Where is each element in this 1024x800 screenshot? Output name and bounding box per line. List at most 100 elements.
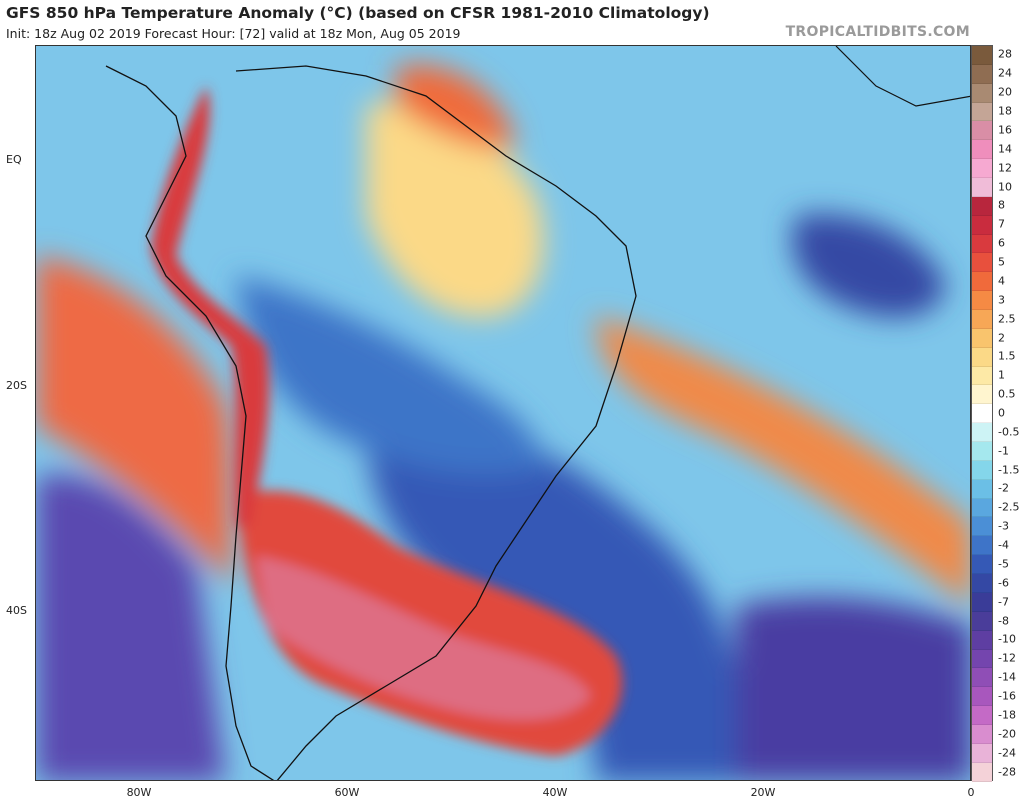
colorbar-label: -6 (998, 576, 1009, 590)
colorbar-swatch (972, 178, 992, 197)
colorbar-label: -2 (998, 481, 1009, 495)
colorbar-label: 16 (998, 123, 1012, 137)
cold-anomaly-east (792, 214, 946, 318)
colorbar-label: 4 (998, 274, 1005, 288)
colorbar-label: -20 (998, 727, 1016, 741)
colorbar-swatch (972, 611, 992, 631)
colorbar-swatch (972, 310, 992, 329)
colorbar-swatch (972, 291, 992, 311)
warm-anomaly-north (366, 100, 544, 318)
colorbar (971, 45, 993, 782)
colorbar-swatch (972, 140, 992, 160)
warm-core-north (396, 64, 516, 149)
forecast-subtitle: Init: 18z Aug 02 2019 Forecast Hour: [72… (6, 26, 461, 41)
colorbar-swatch (972, 102, 992, 122)
colorbar-swatch (972, 442, 992, 461)
colorbar-swatch (972, 234, 992, 254)
cold-anomaly-brazil (236, 276, 546, 475)
colorbar-swatch (972, 423, 992, 443)
colorbar-label: 2 (998, 331, 1005, 344)
colorbar-swatch (972, 328, 992, 348)
colorbar-swatch (972, 215, 992, 235)
colorbar-label: -28 (998, 765, 1016, 779)
colorbar-swatch (972, 404, 992, 424)
colorbar-swatch (972, 121, 992, 141)
colorbar-label: -16 (998, 689, 1016, 703)
west-coastline (105, 65, 275, 780)
colorbar-label: 14 (998, 142, 1012, 156)
colorbar-swatch (972, 479, 992, 499)
colorbar-swatch (972, 253, 992, 273)
east-coastline (235, 65, 637, 780)
lat-tick-eq: EQ (6, 153, 22, 166)
lon-tick-20w: 20W (750, 786, 776, 799)
lon-tick-60w: 60W (334, 786, 360, 799)
colorbar-label: 3 (998, 293, 1005, 307)
colorbar-label: -0.5 (998, 425, 1020, 439)
colorbar-swatch (972, 668, 992, 688)
colorbar-swatch (972, 649, 992, 669)
lon-tick-0: 0 (967, 786, 975, 799)
colorbar-swatch (972, 196, 992, 216)
colorbar-label: -1.5 (998, 463, 1020, 477)
colorbar-swatch (972, 46, 992, 65)
warm-ridge-andes (151, 86, 270, 526)
colorbar-swatch (972, 630, 992, 650)
colorbar-label: 1.5 (998, 349, 1016, 363)
africa-coastline (835, 46, 970, 107)
lat-tick-40s: 40S (6, 604, 27, 617)
colorbar-label: -4 (998, 538, 1009, 552)
colorbar-swatch (972, 498, 992, 518)
colorbar-label: 8 (998, 198, 1005, 212)
colorbar-label: 1 (998, 368, 1005, 382)
colorbar-label: -3 (998, 519, 1009, 533)
warm-core-patagonia (256, 556, 591, 720)
colorbar-label: 5 (998, 255, 1005, 269)
colorbar-swatch (972, 574, 992, 593)
colorbar-swatch (972, 555, 992, 575)
colorbar-label: 18 (998, 104, 1012, 118)
colorbar-label: 7 (998, 217, 1005, 231)
colorbar-swatch (972, 272, 992, 292)
colorbar-swatch (972, 517, 992, 537)
warm-anomaly-pacific (36, 256, 236, 586)
colorbar-label: -7 (998, 595, 1009, 609)
cold-anomaly-s-atlantic (366, 420, 742, 780)
colorbar-label: 0.5 (998, 387, 1016, 401)
colorbar-label: 2.5 (998, 312, 1016, 326)
colorbar-swatch (972, 592, 992, 612)
anomaly-field (36, 46, 970, 780)
colorbar-label: 28 (998, 47, 1012, 61)
colorbar-swatch (972, 687, 992, 707)
colorbar-swatch (972, 724, 992, 744)
colorbar-swatch (972, 762, 992, 782)
colorbar-label: -8 (998, 614, 1009, 628)
brand-watermark[interactable]: TROPICALTIDBITS.COM (785, 24, 970, 40)
colorbar-label: 0 (998, 406, 1005, 420)
colorbar-label: -14 (998, 670, 1016, 684)
colorbar-label: -12 (998, 651, 1016, 665)
cold-anomaly-sw (36, 474, 226, 780)
warm-band-atlantic (596, 316, 970, 605)
colorbar-label: -10 (998, 632, 1016, 646)
colorbar-swatch (972, 159, 992, 179)
colorbar-swatch (972, 743, 992, 763)
colorbar-swatch (972, 385, 992, 405)
colorbar-swatch (972, 366, 992, 386)
colorbar-label: 10 (998, 180, 1012, 194)
colorbar-label: 12 (998, 161, 1012, 175)
colorbar-label: -1 (998, 444, 1009, 458)
colorbar-swatch (972, 64, 992, 84)
colorbar-swatch (972, 347, 992, 367)
colorbar-label: -18 (998, 708, 1016, 722)
cold-anomaly-se (736, 597, 970, 780)
colorbar-swatch (972, 460, 992, 480)
lon-tick-80w: 80W (126, 786, 152, 799)
lat-tick-20s: 20S (6, 379, 27, 392)
colorbar-label: 6 (998, 236, 1005, 250)
colorbar-swatch (972, 536, 992, 556)
colorbar-label: 20 (998, 85, 1012, 99)
colorbar-swatch (972, 706, 992, 725)
anomaly-map[interactable] (35, 45, 971, 781)
colorbar-label: -24 (998, 746, 1016, 760)
